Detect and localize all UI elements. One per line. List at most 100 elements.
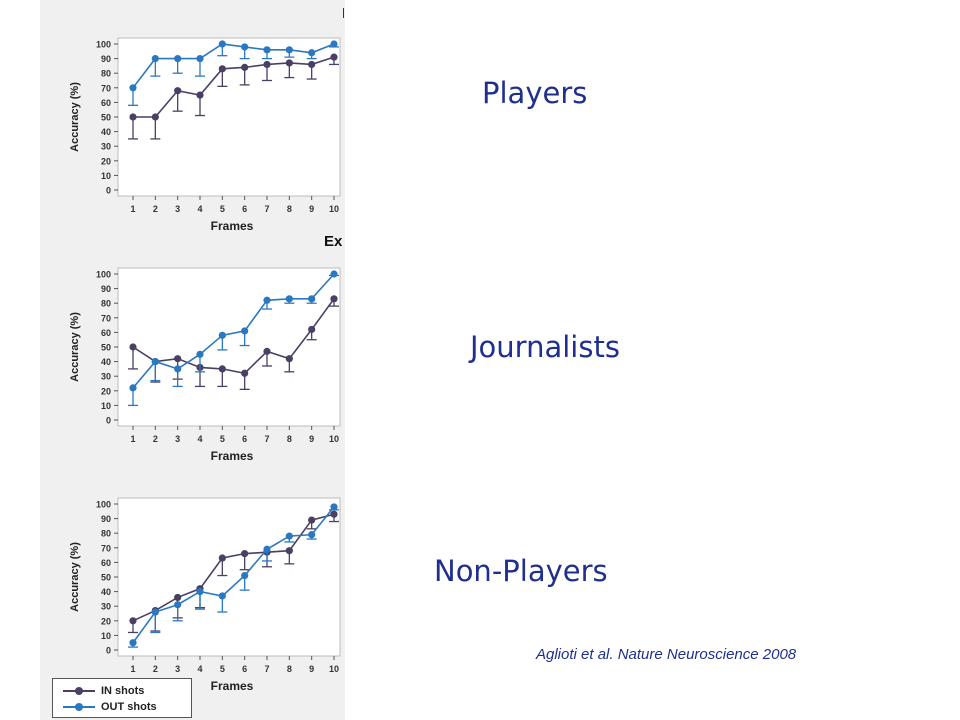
data-point: [218, 40, 226, 48]
data-point: [218, 592, 226, 600]
legend-swatch-in: [63, 687, 95, 695]
x-tick-label: 7: [264, 204, 269, 214]
y-tick-label: 0: [106, 186, 111, 196]
x-tick-label: 10: [329, 664, 339, 674]
y-tick-label: 20: [101, 386, 111, 396]
x-tick-label: 3: [175, 204, 180, 214]
x-axis-label: Frames: [211, 679, 254, 693]
data-point: [308, 325, 316, 334]
x-tick-label: 9: [309, 664, 314, 674]
data-point: [174, 593, 182, 602]
x-tick-label: 1: [130, 664, 135, 674]
y-tick-label: 100: [96, 270, 111, 280]
label-non-players: Non-Players: [434, 554, 608, 588]
y-tick-label: 70: [101, 313, 111, 323]
y-tick-label: 70: [101, 83, 111, 93]
x-tick-label: 5: [220, 664, 225, 674]
label-players: Players: [482, 76, 588, 110]
data-point: [218, 554, 226, 562]
y-tick-label: 40: [101, 357, 111, 367]
data-point: [308, 531, 316, 539]
y-tick-label: 10: [101, 631, 111, 641]
series-line-1: [132, 43, 335, 89]
data-point: [308, 516, 316, 524]
chart-non-players: 0 10 20 30 40 50 60 70 80 90 100 1 2 3 4 5 6 7 8 9 10 Frames A…: [69, 497, 341, 693]
data-point: [263, 347, 271, 355]
legend-swatch-out: [63, 703, 95, 711]
y-tick-label: 50: [101, 113, 111, 123]
data-point: [285, 532, 293, 540]
x-tick-label: 8: [287, 434, 292, 444]
y-tick-label: 40: [101, 127, 111, 137]
data-point: [151, 608, 159, 616]
y-tick-label: 40: [101, 587, 111, 597]
x-tick-label: 5: [220, 204, 225, 214]
cutoff-text-fragment: Ex: [324, 233, 343, 250]
y-tick-label: 60: [101, 98, 111, 108]
data-point: [241, 550, 249, 558]
y-tick-label: 80: [101, 529, 111, 539]
x-axis-label: Frames: [211, 449, 254, 463]
y-tick-label: 30: [101, 372, 111, 382]
y-tick-label: 90: [101, 514, 111, 524]
x-tick-label: 9: [309, 204, 314, 214]
plot-area: [117, 267, 341, 427]
data-point: [218, 65, 226, 73]
data-point: [196, 91, 204, 99]
data-point: [151, 358, 159, 366]
data-point: [263, 545, 271, 553]
label-journalists: Journalists: [470, 330, 620, 364]
x-tick-label: 8: [287, 204, 292, 214]
chart-legend: IN shots OUT shots: [52, 678, 192, 718]
series-line-1: [132, 506, 335, 644]
x-tick-label: 2: [153, 664, 158, 674]
legend-item-in-shots: IN shots: [59, 683, 189, 699]
data-point: [218, 331, 226, 339]
data-point: [330, 270, 338, 278]
y-tick-label: 0: [106, 416, 111, 426]
data-point: [151, 113, 159, 121]
y-axis-label: Accuracy (%): [69, 312, 81, 382]
y-tick-label: 20: [101, 616, 111, 626]
data-point: [196, 588, 204, 596]
y-tick-label: 100: [96, 500, 111, 510]
x-tick-label: 3: [175, 434, 180, 444]
x-tick-label: 8: [287, 664, 292, 674]
x-tick-label: 6: [242, 664, 247, 674]
x-tick-label: 5: [220, 434, 225, 444]
series-line-0: [132, 298, 335, 375]
data-point: [174, 355, 182, 363]
x-tick-label: 9: [309, 434, 314, 444]
x-tick-label: 10: [329, 204, 339, 214]
x-tick-label: 7: [264, 434, 269, 444]
data-point: [285, 295, 293, 303]
data-point: [241, 63, 249, 71]
data-point: [129, 617, 137, 625]
data-point: [285, 59, 293, 67]
y-axis-label: Accuracy (%): [69, 82, 81, 152]
data-point: [330, 503, 338, 511]
data-point: [196, 55, 204, 63]
series-line-1: [132, 273, 335, 389]
data-point: [241, 327, 249, 335]
data-point: [174, 365, 182, 373]
y-tick-label: 80: [101, 299, 111, 309]
x-tick-label: 2: [153, 204, 158, 214]
data-point: [285, 547, 293, 555]
data-point: [285, 355, 293, 363]
legend-label-out: OUT shots: [101, 701, 157, 713]
y-tick-label: 70: [101, 543, 111, 553]
data-point: [330, 295, 338, 303]
data-point: [174, 87, 182, 95]
y-tick-label: 50: [101, 573, 111, 583]
x-tick-label: 6: [242, 434, 247, 444]
y-tick-label: 50: [101, 343, 111, 353]
data-point: [129, 113, 137, 121]
x-axis-label: Frames: [211, 219, 254, 233]
data-point: [263, 296, 271, 304]
data-point: [263, 46, 271, 54]
x-tick-label: 10: [329, 434, 339, 444]
y-tick-label: 30: [101, 142, 111, 152]
y-tick-label: 20: [101, 156, 111, 166]
y-tick-label: 80: [101, 69, 111, 79]
